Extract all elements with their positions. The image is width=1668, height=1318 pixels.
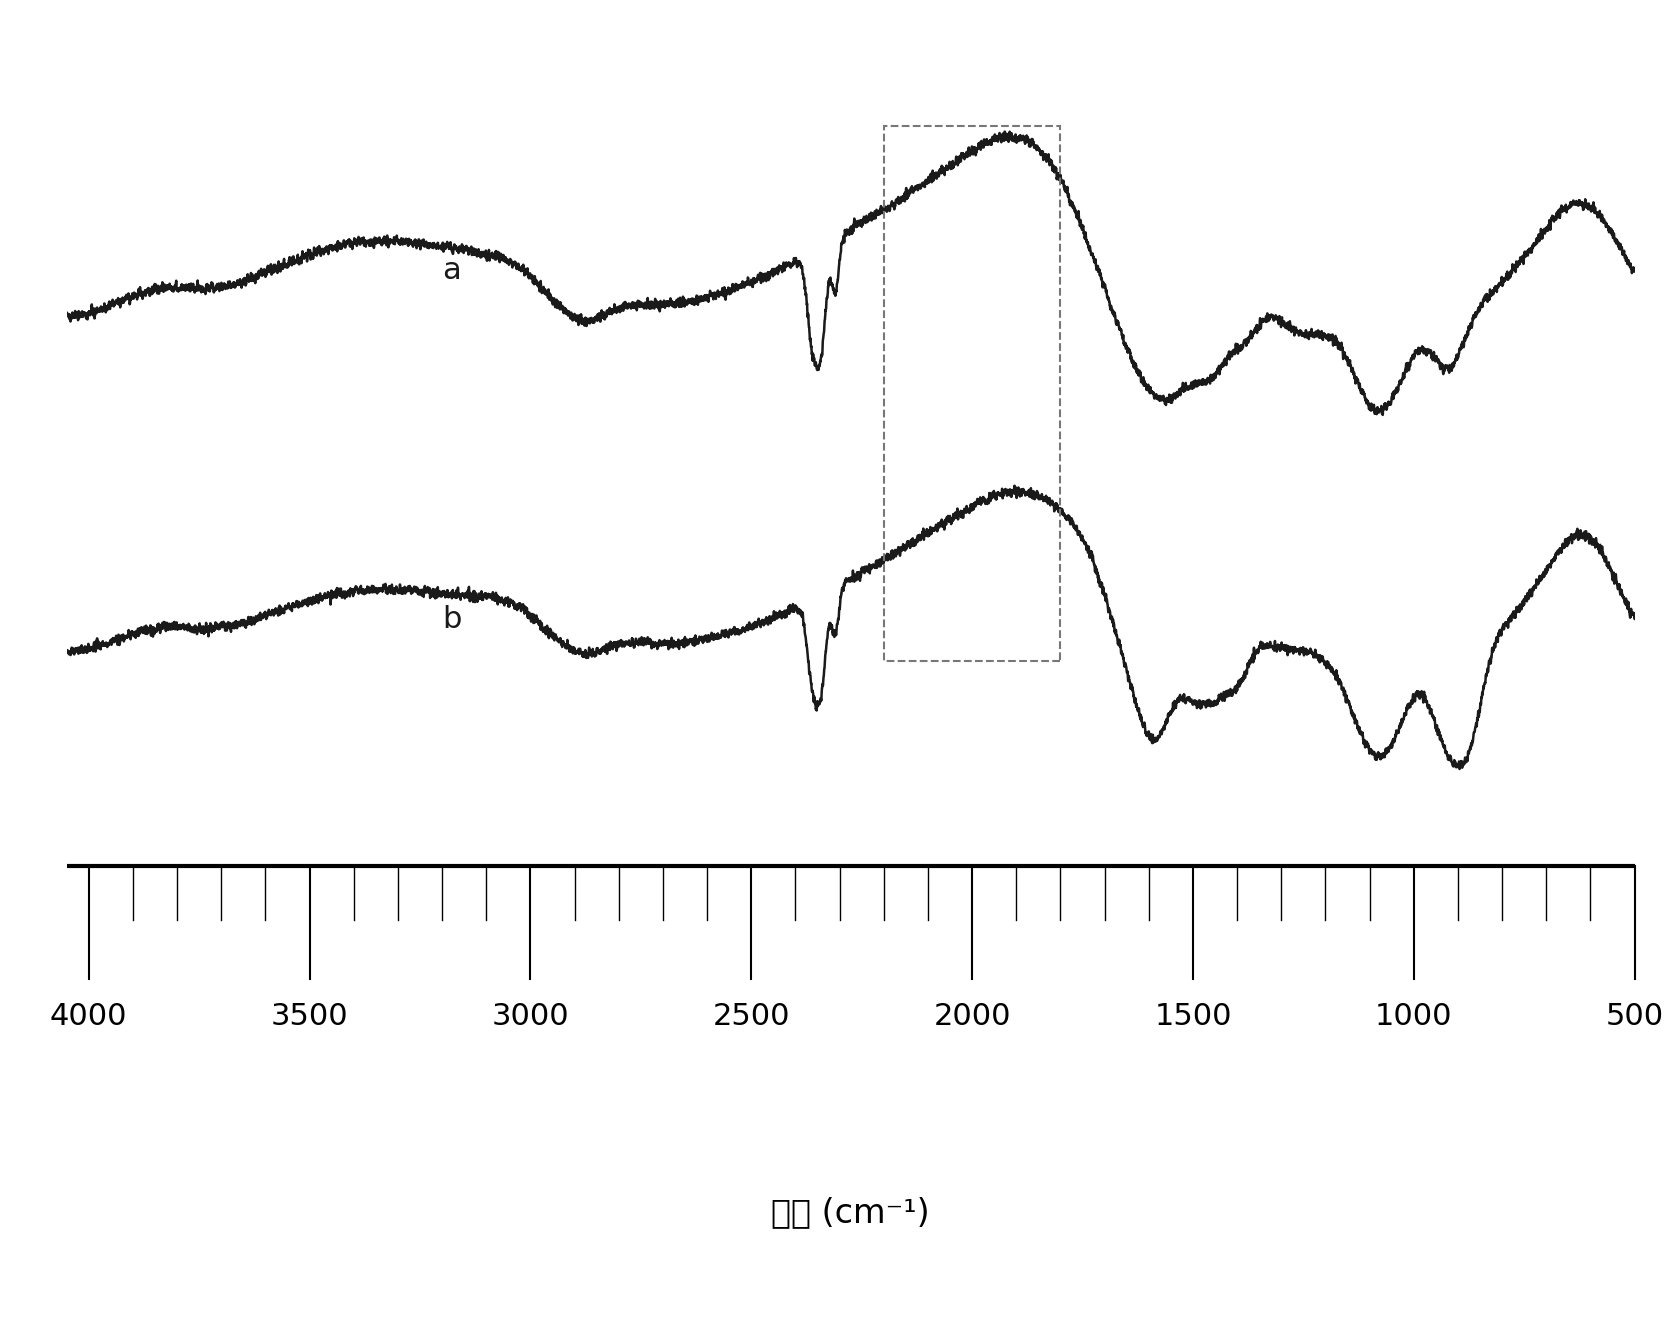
Text: 1000: 1000 xyxy=(1374,1002,1453,1031)
Text: 500: 500 xyxy=(1606,1002,1663,1031)
Bar xyxy=(884,127,1061,662)
Text: b: b xyxy=(442,605,462,634)
Text: 3500: 3500 xyxy=(270,1002,349,1031)
Text: 波数 (cm⁻¹): 波数 (cm⁻¹) xyxy=(771,1197,931,1230)
Text: 1500: 1500 xyxy=(1154,1002,1231,1031)
Text: 2000: 2000 xyxy=(934,1002,1011,1031)
Text: 2500: 2500 xyxy=(712,1002,791,1031)
Text: 3000: 3000 xyxy=(492,1002,569,1031)
Text: a: a xyxy=(442,256,460,285)
Text: 4000: 4000 xyxy=(50,1002,127,1031)
